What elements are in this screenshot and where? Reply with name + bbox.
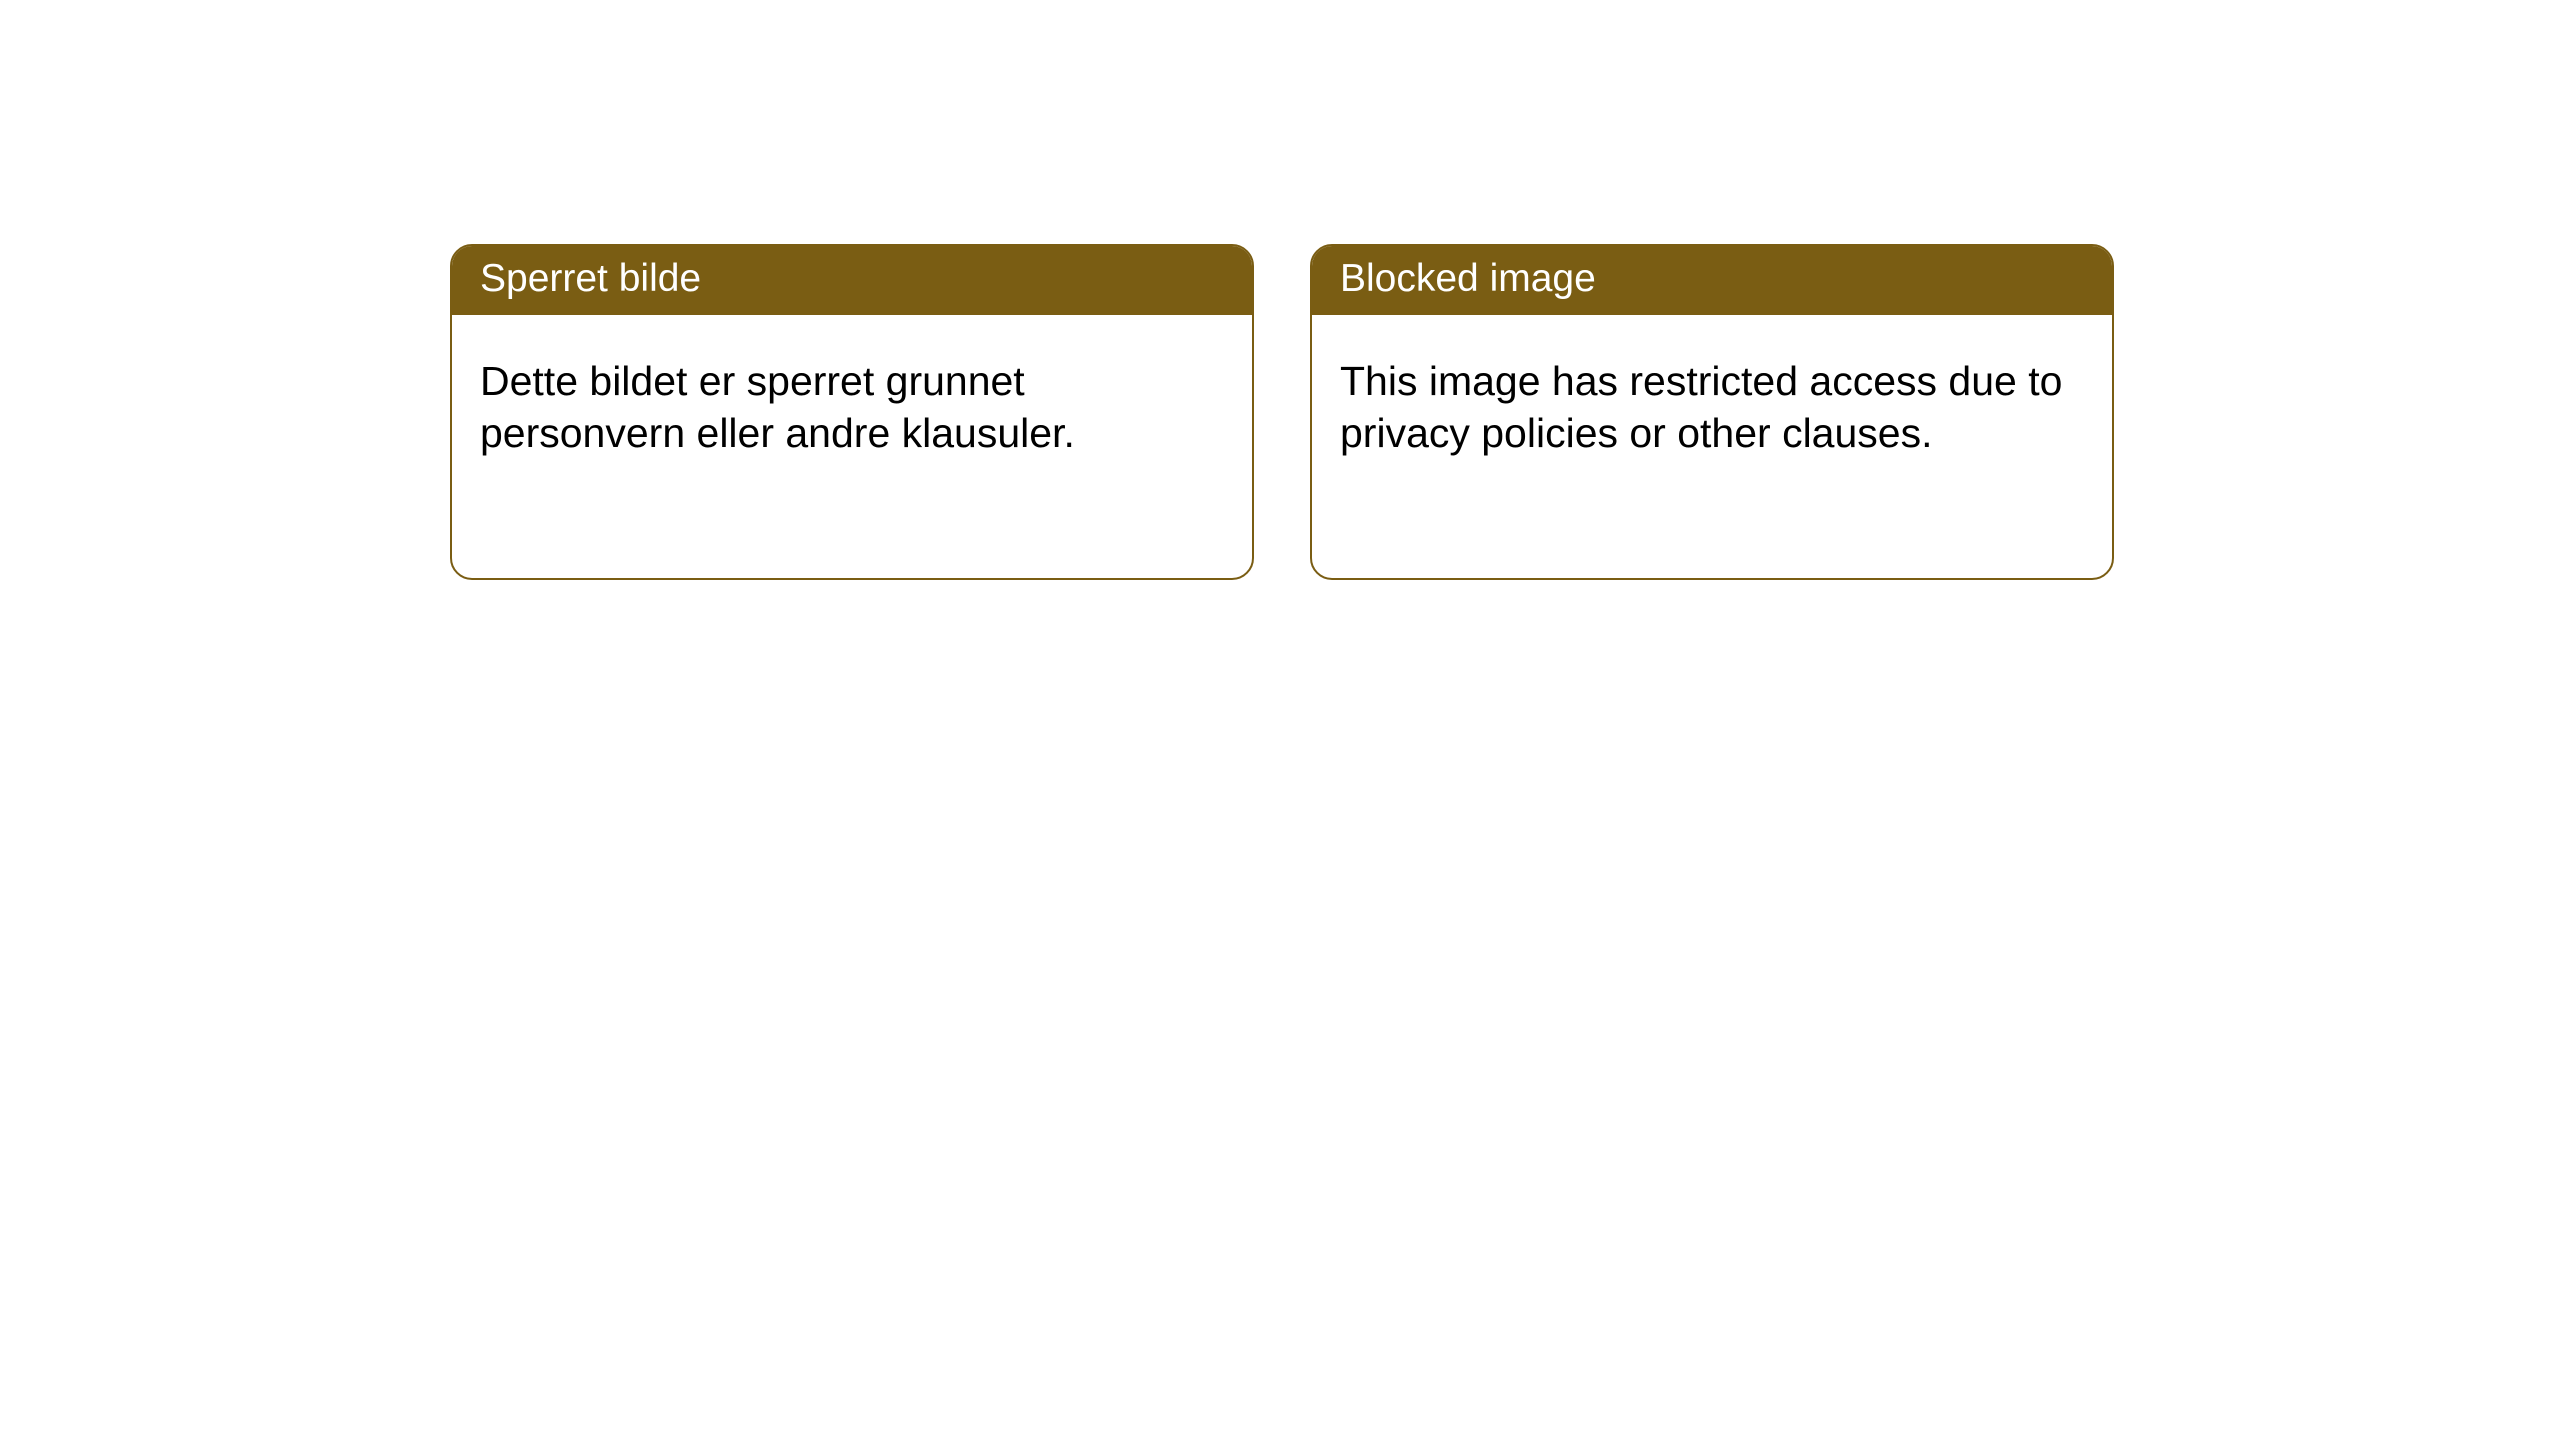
notice-header-english: Blocked image (1312, 246, 2112, 315)
notice-container: Sperret bilde Dette bildet er sperret gr… (0, 0, 2560, 580)
notice-body-norwegian: Dette bildet er sperret grunnet personve… (452, 315, 1252, 500)
notice-body-english: This image has restricted access due to … (1312, 315, 2112, 500)
notice-card-norwegian: Sperret bilde Dette bildet er sperret gr… (450, 244, 1254, 580)
notice-card-english: Blocked image This image has restricted … (1310, 244, 2114, 580)
notice-header-norwegian: Sperret bilde (452, 246, 1252, 315)
